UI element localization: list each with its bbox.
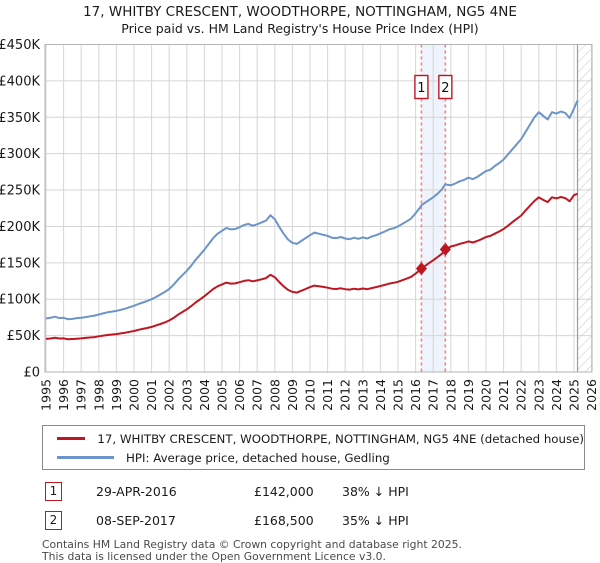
sale-marker-diamond [439,242,451,256]
x-axis-tick-label: 2010 [303,379,318,411]
x-axis-tick-label: 2012 [338,379,353,411]
x-axis-tick-label: 2008 [267,379,282,411]
property-price-line [45,192,578,341]
x-axis-tick-label: 2009 [285,379,300,411]
page-title: 17, WHITBY CRESCENT, WOODTHORPE, NOTTING… [83,4,517,20]
x-axis-tick-label: 2003 [179,379,194,411]
footer-line-2: This data is licensed under the Open Gov… [42,549,386,563]
x-axis-tick-label: 2001 [144,379,159,411]
transaction-1-price: £142,000 [254,484,314,499]
chart-legend: 17, WHITBY CRESCENT, WOODTHORPE, NOTTING… [42,425,585,470]
x-axis-tick-label: 2011 [320,379,335,411]
price-history-chart: £0 £50K £100K £150K £200K £250K £300K £350K £400… [0,38,599,411]
y-axis-tick-label: £150K [0,256,40,271]
y-axis-tick-label: £200K [0,220,40,235]
footer-line-1: Contains HM Land Registry data © Crown c… [42,538,462,551]
transaction-row-1: 1 29-APR-2016 £142,000 38% ↓ HPI [45,481,600,502]
sale-marker-diamond [415,262,427,276]
transaction-1-hpi-delta: 38% ↓ HPI [342,484,409,499]
plot-frame [44,44,593,373]
y-axis-tick-label: £400K [0,74,40,89]
x-axis-tick-label: 2006 [232,379,247,411]
x-axis-tick-label: 1997 [74,379,89,411]
x-axis-tick-label: 2022 [514,379,529,411]
x-axis-tick-label: 2019 [461,379,476,411]
x-axis-tick-label: 1996 [56,379,71,411]
x-axis-tick-label: 2023 [531,379,546,411]
sale-flag-box [414,74,429,100]
y-axis-tick-label: £350K [0,111,40,126]
transaction-1-number-badge: 1 [45,482,62,501]
sale-flag-number: 1 [417,81,425,96]
transaction-1-date: 29-APR-2016 [96,484,177,499]
y-axis-tick-label: £250K [0,184,40,199]
x-axis-tick-label: 2014 [373,379,388,411]
x-axis-tick-label: 2015 [391,379,406,411]
x-axis-tick-label: 2002 [162,379,177,411]
x-axis-tick-label: 2021 [496,379,511,411]
transaction-2-number-badge: 2 [45,511,62,530]
page-subtitle: Price paid vs. HM Land Registry's House … [121,20,479,36]
hpi-line-swatch [57,456,114,459]
transaction-list: 1 29-APR-2016 £142,000 38% ↓ HPI 2 08-SE… [45,481,600,531]
y-axis-tick-label: £0 [23,366,40,381]
y-axis-tick-label: £300K [0,147,40,162]
x-axis-tick-label: 2007 [250,379,265,411]
x-axis-tick-label: 1999 [109,379,124,411]
future-hatch-region [577,44,592,372]
x-axis-tick-label: 2026 [584,379,599,411]
license-footer: Contains HM Land Registry data © Crown c… [42,539,600,563]
transaction-2-price: £168,500 [254,513,314,528]
chart-titles: 17, WHITBY CRESCENT, WOODTHORPE, NOTTING… [0,0,600,36]
property-line-swatch [57,437,86,440]
x-axis-tick-label: 2025 [567,379,582,411]
x-axis-tick-label: 2017 [426,379,441,411]
x-axis-tick-label: 1995 [39,379,54,411]
transaction-2-date: 08-SEP-2017 [96,513,176,528]
x-axis-tick-label: 2013 [355,379,370,411]
x-axis-tick-label: 2004 [197,379,212,411]
x-axis-tick-label: 2016 [408,379,423,411]
y-axis-tick-label: £450K [0,38,40,53]
x-axis-tick-label: 2005 [215,379,230,411]
transaction-2-hpi-delta: 35% ↓ HPI [342,513,409,528]
sale-flag-box [438,74,453,100]
legend-entry-property: 17, WHITBY CRESCENT, WOODTHORPE, NOTTING… [57,429,584,448]
x-axis-tick-label: 2020 [479,379,494,411]
x-axis-tick-label: 2024 [549,379,564,411]
y-axis-tick-label: £50K [7,329,41,344]
x-axis-tick-label: 1998 [91,379,106,411]
x-axis-tick-label: 2018 [443,379,458,411]
hpi-line [45,100,579,321]
legend-label-property: 17, WHITBY CRESCENT, WOODTHORPE, NOTTING… [97,431,584,446]
sale-flag-number: 2 [441,81,449,96]
x-axis-tick-label: 2000 [127,379,142,411]
y-axis-tick-label: £100K [0,293,40,308]
legend-entry-hpi: HPI: Average price, detached house, Gedl… [57,448,584,467]
transaction-row-2: 2 08-SEP-2017 £168,500 35% ↓ HPI [45,510,600,531]
legend-label-hpi: HPI: Average price, detached house, Gedl… [126,450,390,465]
